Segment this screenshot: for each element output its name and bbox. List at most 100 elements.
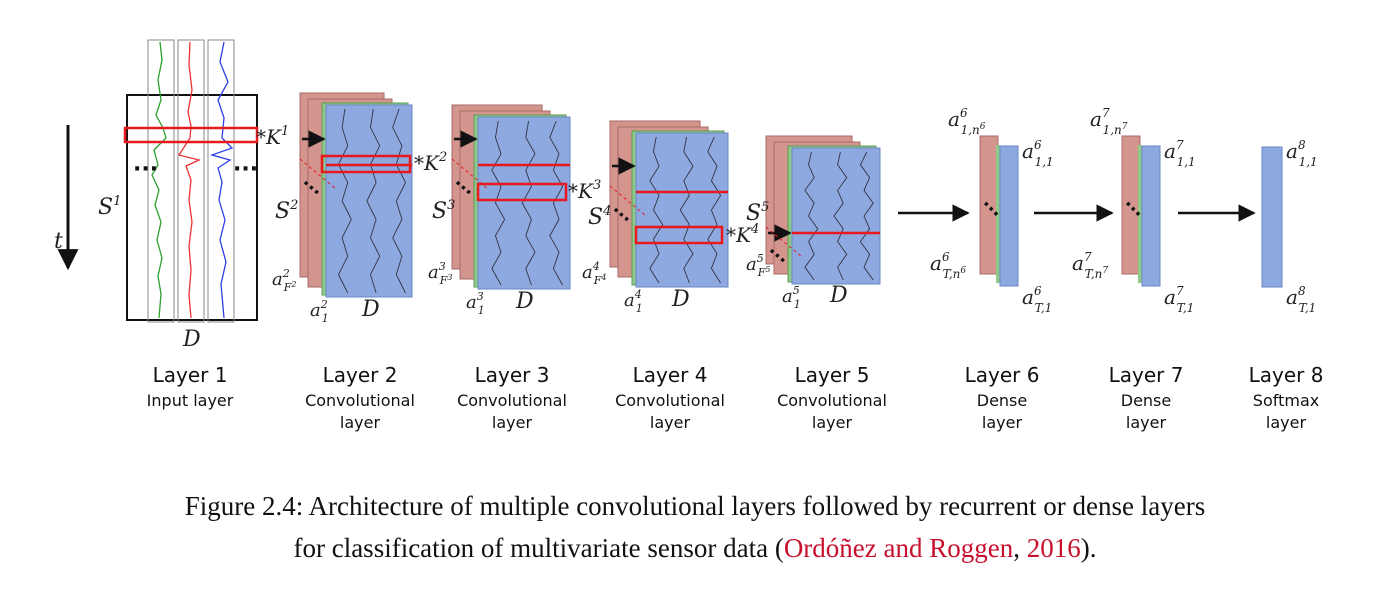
feature-signal xyxy=(649,136,664,284)
layer-labels: Layer 1 Input layer Layer 2 Convolutional la… xyxy=(147,363,1324,432)
guide-line xyxy=(451,158,489,190)
softmax-layer: a8 1,1 a8 T,1 xyxy=(1261,138,1318,315)
feature-signal xyxy=(392,108,407,294)
s-label: S3 xyxy=(432,198,455,224)
a-1-label: a2 1 xyxy=(310,298,329,325)
layer-label-3: Layer 3 Convolutional layer xyxy=(457,363,567,432)
kernel-window xyxy=(476,182,568,202)
softmax-bar xyxy=(1261,146,1283,288)
kernel-window xyxy=(320,154,412,174)
guide-line xyxy=(609,185,647,217)
a-1-label: a3 1 xyxy=(466,290,485,317)
layer-description: Convolutional xyxy=(777,391,887,410)
red-sensor-signal xyxy=(177,41,201,319)
time-axis: t xyxy=(54,125,79,271)
layer-description-line-2: layer xyxy=(1266,413,1307,432)
a-f-label: a5 F5 xyxy=(746,252,770,279)
dense-front-bar xyxy=(1141,145,1161,287)
feature-signal xyxy=(338,108,352,294)
layer-description-line-2: layer xyxy=(492,413,533,432)
caption-line-1: Figure 2.4: Architecture of multiple con… xyxy=(185,491,1205,521)
a-f-label: a4 F4 xyxy=(582,260,606,287)
input-frame xyxy=(126,94,258,321)
d-label: D xyxy=(829,283,848,308)
feature-signal xyxy=(804,151,819,281)
a-1-label: a5 1 xyxy=(782,284,801,311)
layer-label-4: Layer 4 Convolutional layer xyxy=(615,363,725,432)
dense-edge xyxy=(996,145,1000,283)
layer-label-8: Layer 8 Softmax layer xyxy=(1249,363,1324,432)
a-f-label: a3 F3 xyxy=(428,260,452,287)
dense-top-label: a7 1,n7 xyxy=(1090,106,1128,137)
feature-signal xyxy=(707,136,722,284)
layer-name: Layer 6 xyxy=(965,363,1040,387)
softmax-bottom-label: a8 T,1 xyxy=(1286,284,1316,315)
kernel-window xyxy=(634,225,724,245)
feature-map-front xyxy=(791,147,881,285)
feature-signal xyxy=(549,120,564,286)
dense-front-bar xyxy=(999,145,1019,287)
layer-label-6: Layer 6 Dense layer xyxy=(965,363,1040,432)
dense-right-top-label: a6 1,1 xyxy=(1022,138,1054,169)
layer-label-2: Layer 2 Convolutional layer xyxy=(305,363,415,432)
citation-authors-link[interactable]: Ordóñez and Roggen xyxy=(784,533,1014,563)
dense-top-label: a6 1,n6 xyxy=(948,106,986,137)
feature-map-front xyxy=(325,104,413,298)
layer-description: Dense xyxy=(1121,391,1171,410)
kernel-3-label: *K3 xyxy=(568,178,601,203)
feature-signal xyxy=(366,108,381,294)
layer-description-line-2: layer xyxy=(340,413,381,432)
layer-description-line-2: layer xyxy=(812,413,853,432)
layer-description: Convolutional xyxy=(615,391,725,410)
dense-bottom-label: a6 T,n6 xyxy=(930,250,966,281)
feature-signal xyxy=(491,120,506,286)
a-1-label: a4 1 xyxy=(624,288,643,315)
dense-right-bottom-label: a7 T,1 xyxy=(1164,284,1194,315)
input-dots-left: ··· xyxy=(133,157,158,182)
layer-description-line-2: layer xyxy=(1126,413,1167,432)
d-label: D xyxy=(515,289,534,314)
feature-signal xyxy=(679,136,694,284)
softmax-top-label: a8 1,1 xyxy=(1286,138,1318,169)
layer-name: Layer 4 xyxy=(633,363,708,387)
layer-name: Layer 3 xyxy=(475,363,550,387)
dense-edge xyxy=(1138,145,1142,283)
kernel-1-label: *K1 xyxy=(256,124,289,149)
input-s-label: S1 xyxy=(98,194,121,220)
d-label: D xyxy=(361,297,380,322)
feature-map-front xyxy=(635,132,729,288)
s-label: S2 xyxy=(275,198,298,224)
input-dots-right: ··· xyxy=(233,157,258,182)
citation-year-link[interactable]: 2016 xyxy=(1027,533,1081,563)
input-kernel-window xyxy=(123,126,259,144)
layer-description: Convolutional xyxy=(305,391,415,410)
d-label: D xyxy=(671,287,690,312)
layer-description-line-2: layer xyxy=(650,413,691,432)
caption-line-2: for classification of multivariate senso… xyxy=(293,533,1096,563)
layer-name: Layer 8 xyxy=(1249,363,1324,387)
layer-label-7: Layer 7 Dense layer xyxy=(1109,363,1184,432)
feature-signal xyxy=(521,120,536,286)
input-channel-strips xyxy=(147,39,235,323)
s-label: S5 xyxy=(746,200,769,226)
layer-name: Layer 7 xyxy=(1109,363,1184,387)
layer-name: Layer 1 xyxy=(153,363,228,387)
green-sensor-signal xyxy=(151,41,167,319)
kernel-2-label: *K2 xyxy=(414,150,447,175)
guide-line xyxy=(299,158,337,190)
layer-description-line-2: layer xyxy=(982,413,1023,432)
a-f-label: a2 F2 xyxy=(272,267,296,294)
input-layer: ··· ··· S1 D *K1 xyxy=(98,39,289,352)
feature-signal xyxy=(833,151,848,281)
dense-bottom-label: a7 T,n7 xyxy=(1072,250,1108,281)
guide-line xyxy=(765,226,803,258)
layer-description: Input layer xyxy=(147,391,234,410)
layer-label-1: Layer 1 Input layer xyxy=(147,363,234,410)
feature-signal xyxy=(859,151,874,281)
